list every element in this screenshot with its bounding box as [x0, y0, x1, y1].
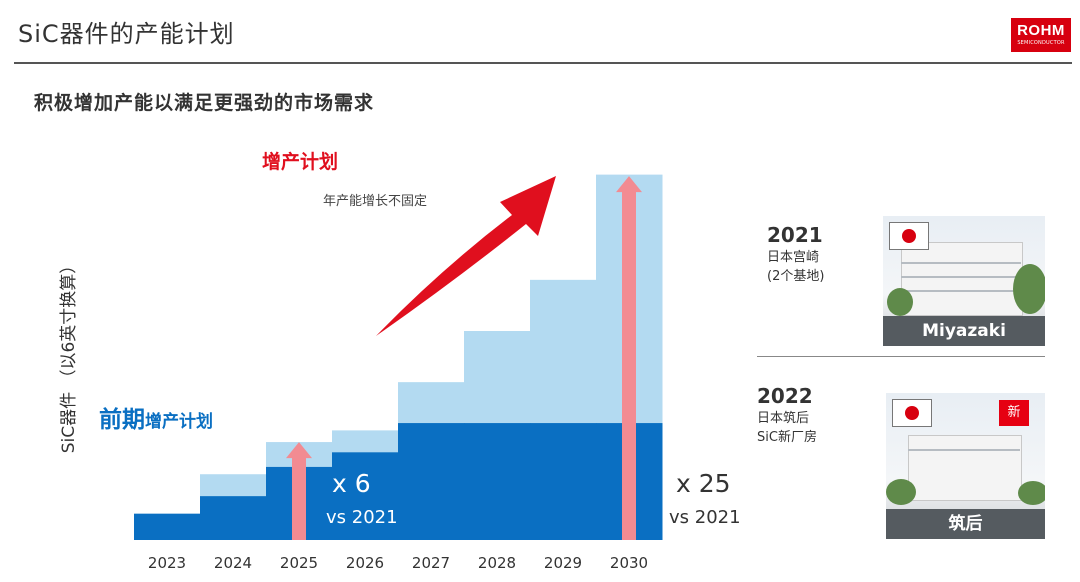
miyazaki-factory-photo: Miyazaki — [883, 216, 1045, 346]
site-chikugo-info: 2022 日本筑后 SiC新厂房 — [757, 383, 817, 447]
site-note: (2个基地) — [767, 269, 825, 284]
site-note: SiC新厂房 — [757, 430, 817, 445]
page-subtitle: 积极增加产能以满足更强劲的市场需求 — [34, 92, 375, 114]
multiplier-2025-sub: vs 2021 — [326, 507, 398, 528]
factory-building — [908, 435, 1022, 501]
bar-early-2029 — [530, 423, 597, 540]
site-location: 日本筑后 — [757, 411, 810, 426]
x-tick-2028: 2028 — [478, 554, 516, 572]
chikugo-factory-photo: 新 筑后 — [886, 393, 1045, 539]
factory-building — [901, 242, 1023, 316]
x-tick-2025: 2025 — [280, 554, 318, 572]
bar-early-2026 — [332, 452, 399, 540]
photo-caption: 筑后 — [886, 509, 1045, 539]
title-divider — [14, 62, 1072, 64]
x-axis-ticks: 2023 2024 2025 2026 2027 2028 2029 2030 — [148, 554, 648, 572]
logo-text: ROHM — [1017, 22, 1065, 39]
bar-early-2027 — [398, 423, 465, 540]
growth-arrow-shape — [376, 176, 556, 336]
japan-flag-icon — [892, 399, 932, 427]
bar-early-2024 — [200, 496, 267, 540]
rohm-logo: ROHM SEMICONDUCTOR — [1011, 18, 1071, 52]
multiplier-2030-sub: vs 2021 — [669, 507, 741, 528]
multiplier-arrow-2030 — [616, 176, 642, 541]
japan-flag-icon — [889, 222, 929, 250]
x-tick-2024: 2024 — [214, 554, 252, 572]
x-tick-2026: 2026 — [346, 554, 384, 572]
multiplier-arrow-2025 — [286, 442, 312, 540]
sites-divider — [757, 356, 1045, 357]
site-year: 2022 — [757, 384, 813, 408]
x-tick-2023: 2023 — [148, 554, 186, 572]
new-badge: 新 — [999, 400, 1029, 426]
photo-caption: Miyazaki — [883, 316, 1045, 346]
bar-early-2023 — [134, 513, 201, 540]
increase-plan-label: 增产计划 — [262, 150, 338, 173]
site-miyazaki-info: 2021 日本宫崎 (2个基地) — [767, 222, 824, 286]
early-plan-label-bold: 前期 — [99, 406, 145, 433]
site-location: 日本宫崎 — [767, 250, 820, 265]
logo-subtext: SEMICONDUCTOR — [1017, 40, 1065, 46]
multiplier-2030: x 25 — [676, 469, 731, 498]
site-year: 2021 — [767, 223, 823, 247]
multiplier-2025: x 6 — [332, 469, 371, 498]
increase-plan-note: 年产能增长不固定 — [323, 194, 427, 209]
growth-arrow — [376, 176, 556, 336]
early-plan-label-rest: 增产计划 — [145, 411, 213, 432]
x-tick-2029: 2029 — [544, 554, 582, 572]
multiplier-arrows — [286, 176, 642, 541]
bar-early-2028 — [464, 423, 531, 540]
page-title: SiC器件的产能计划 — [18, 20, 235, 48]
x-tick-2030: 2030 — [610, 554, 648, 572]
y-axis-label: SiC器件 （以6英寸换算） — [59, 257, 79, 454]
x-tick-2027: 2027 — [412, 554, 450, 572]
early-plan-label: 前期增产计划 — [99, 406, 213, 433]
